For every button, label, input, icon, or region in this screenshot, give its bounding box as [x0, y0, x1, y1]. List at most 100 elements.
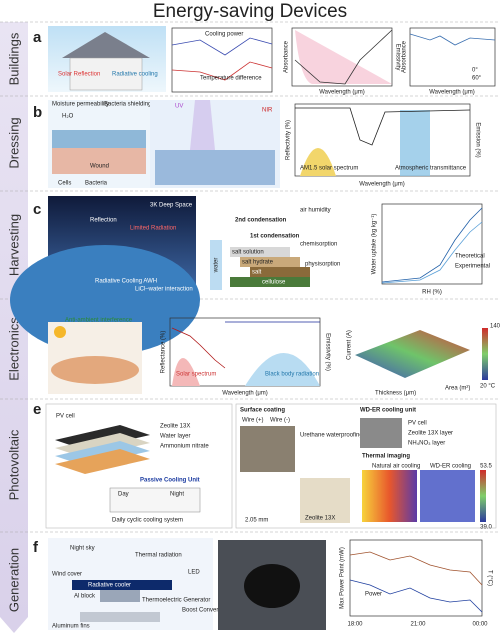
layer [230, 247, 290, 257]
label: Solar Reflection [58, 72, 100, 78]
axis-title: Reflectivity (%) [286, 120, 292, 160]
axis-title: T (°C) [486, 570, 492, 586]
label: Zeolite 13X [160, 424, 190, 430]
legend: Theoretical [455, 254, 485, 260]
label: Al block [74, 594, 96, 600]
thermal-image [420, 470, 475, 522]
row-label: Photovoltaic [6, 429, 21, 500]
layer [52, 130, 146, 148]
layer [52, 148, 146, 174]
label: PV cell [56, 414, 75, 420]
panel-letter: c [33, 201, 41, 218]
colorbar [480, 470, 486, 522]
legend: Experimental [455, 264, 490, 270]
label: Thermoelectric Generator [142, 598, 210, 604]
label: UV [175, 104, 183, 110]
area [400, 110, 430, 176]
label: AM1.5 solar spectrum [300, 166, 358, 172]
axis-title: Current (A) [347, 330, 353, 360]
layer [250, 267, 310, 277]
beam [190, 100, 215, 150]
wall [69, 57, 143, 91]
axis-title: Emissivity (%) [324, 333, 330, 371]
label: Black body radiation [265, 372, 319, 378]
label: Daily cyclic cooling system [112, 518, 183, 524]
row-label: Harvesting [6, 214, 21, 276]
tick-label: 21:00 [410, 622, 426, 628]
row-label: Buildings [6, 32, 21, 85]
curve [381, 221, 483, 284]
layer [240, 257, 300, 267]
label: chemisorption [300, 242, 337, 248]
axis-title: Reflectance (%) [161, 331, 167, 374]
axis-title: Absorbance [402, 40, 408, 73]
label: air humidity [300, 208, 331, 214]
label: Aluminum fins [52, 624, 90, 630]
legend: 0° [472, 68, 478, 74]
axis-title: Max Power Point (mW) [340, 547, 346, 609]
colorbar-label: 39.0 [480, 525, 492, 531]
plot-frame [294, 103, 471, 177]
photo [240, 426, 295, 472]
axis-title: RH (%) [422, 290, 442, 296]
surface [355, 330, 470, 378]
cooler [72, 580, 172, 590]
fins [80, 612, 160, 622]
colorbar [482, 328, 488, 380]
label: Radiative Cooling AWH [95, 279, 157, 285]
area [295, 30, 392, 84]
roof [62, 32, 150, 58]
curve [381, 207, 483, 283]
label: Atmospheric transmittance [395, 166, 467, 172]
area [172, 358, 200, 386]
label: WD-ER cooling [430, 464, 471, 470]
label: NIR [262, 108, 273, 114]
nitrate-layer [55, 449, 150, 474]
label: Wound [90, 164, 109, 170]
block [100, 590, 140, 602]
label: cellulose [262, 280, 286, 286]
sun [54, 326, 66, 338]
axis-title: Emission (%) [474, 122, 480, 157]
photo [360, 418, 402, 448]
plot-frame [291, 27, 393, 87]
label: Anti-ambient interference [65, 318, 133, 324]
curve [349, 551, 483, 586]
panel-letter: b [33, 104, 42, 121]
label: Bacteria [85, 181, 108, 187]
label: Thermal imaging [362, 454, 410, 460]
label: Passive Cooling Unit [140, 478, 200, 484]
area [245, 353, 320, 386]
axis-title: Thickness (μm) [375, 391, 416, 397]
label: Moisture permeability [52, 102, 109, 108]
label: salt [252, 270, 262, 276]
curve [349, 579, 483, 613]
curve [409, 33, 496, 46]
label: salt hydrate [242, 260, 274, 266]
plot-frame [171, 27, 273, 93]
row-label: Dressing [6, 117, 21, 168]
panel-letter: a [33, 29, 42, 46]
label: Radiative cooler [88, 583, 131, 589]
label: Reflection [90, 218, 117, 224]
label: Limited Radiation [130, 226, 176, 232]
label: LED [188, 570, 200, 576]
label: 2.05 mm [245, 518, 268, 524]
label: salt solution [232, 250, 264, 256]
strip-arrow [0, 617, 28, 633]
axis-title: Wavelength (μm) [359, 182, 405, 188]
label: Boost Converter [182, 608, 225, 614]
label: Night sky [70, 546, 95, 552]
label: Bacteria shielding [104, 102, 151, 108]
label: Cells [58, 181, 71, 187]
axis-title: Absorbance [284, 40, 290, 73]
label: Water layer [160, 434, 190, 440]
colorbar-label: 140 [490, 324, 500, 330]
photo [300, 478, 350, 523]
water-column [210, 240, 222, 290]
cycle-box [109, 487, 201, 513]
device [51, 356, 139, 384]
plot-frame [349, 539, 483, 617]
layer [230, 277, 310, 287]
